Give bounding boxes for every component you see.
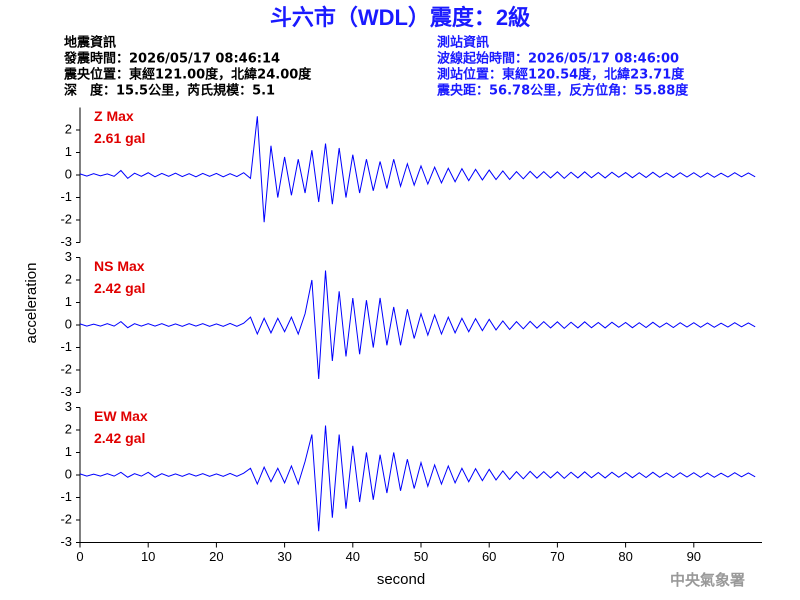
right-info: 震央距：56.78公里，反方位角：55.88度 — [436, 83, 689, 99]
y-tick-label: -2 — [60, 511, 72, 526]
x-tick-label: 40 — [346, 549, 360, 564]
left-info: 發震時間：2026/05/17 08:46:14 — [63, 51, 280, 67]
footer: 中央氣象署 — [670, 571, 745, 589]
y-tick-label: -1 — [60, 189, 72, 204]
left-info: 震央位置：東經121.00度，北緯24.00度 — [63, 67, 312, 83]
chart-title: 斗六市（WDL）震度：2級 — [270, 5, 530, 30]
y-tick-label: 2 — [65, 121, 72, 136]
x-tick-label: 60 — [482, 549, 496, 564]
y-tick-label: -1 — [60, 489, 72, 504]
max-label: 2.42 gal — [94, 430, 145, 446]
y-tick-label: 2 — [65, 271, 72, 286]
y-tick-label: -2 — [60, 361, 72, 376]
y-tick-label: -1 — [60, 339, 72, 354]
y-tick-label: 0 — [65, 166, 72, 181]
y-axis-label: acceleration — [23, 263, 40, 344]
x-tick-label: 0 — [76, 549, 83, 564]
y-tick-label: 0 — [65, 466, 72, 481]
y-tick-label: 2 — [65, 421, 72, 436]
max-label: 2.61 gal — [94, 130, 145, 146]
max-label: 2.42 gal — [94, 280, 145, 296]
y-tick-label: 3 — [65, 249, 72, 264]
x-tick-label: 30 — [277, 549, 291, 564]
x-tick-label: 10 — [141, 549, 155, 564]
y-tick-label: 1 — [65, 144, 72, 159]
y-tick-label: -3 — [60, 234, 72, 249]
y-tick-label: 0 — [65, 316, 72, 331]
waveform — [79, 116, 756, 223]
right-info: 波線起始時間：2026/05/17 08:46:00 — [437, 51, 679, 67]
right-info: 測站資訊 — [437, 35, 489, 51]
y-tick-label: 1 — [65, 294, 72, 309]
max-label: EW Max — [94, 408, 148, 424]
left-info: 地震資訊 — [64, 35, 116, 51]
y-tick-label: -2 — [60, 211, 72, 226]
y-tick-label: -3 — [60, 384, 72, 399]
y-tick-label: -3 — [60, 534, 72, 549]
x-tick-label: 50 — [414, 549, 428, 564]
left-info: 深 度：15.5公里，芮氏規模：5.1 — [64, 83, 275, 99]
max-label: Z Max — [94, 108, 134, 124]
x-axis-label: second — [377, 571, 425, 588]
y-tick-label: 3 — [65, 399, 72, 414]
x-tick-label: 90 — [687, 549, 701, 564]
max-label: NS Max — [94, 258, 145, 274]
y-tick-label: 1 — [65, 444, 72, 459]
right-info: 測站位置：東經120.54度，北緯23.71度 — [437, 67, 685, 83]
waveform — [79, 425, 756, 532]
x-tick-label: 70 — [550, 549, 564, 564]
x-tick-label: 20 — [209, 549, 223, 564]
x-tick-label: 80 — [618, 549, 632, 564]
waveform — [79, 270, 756, 380]
